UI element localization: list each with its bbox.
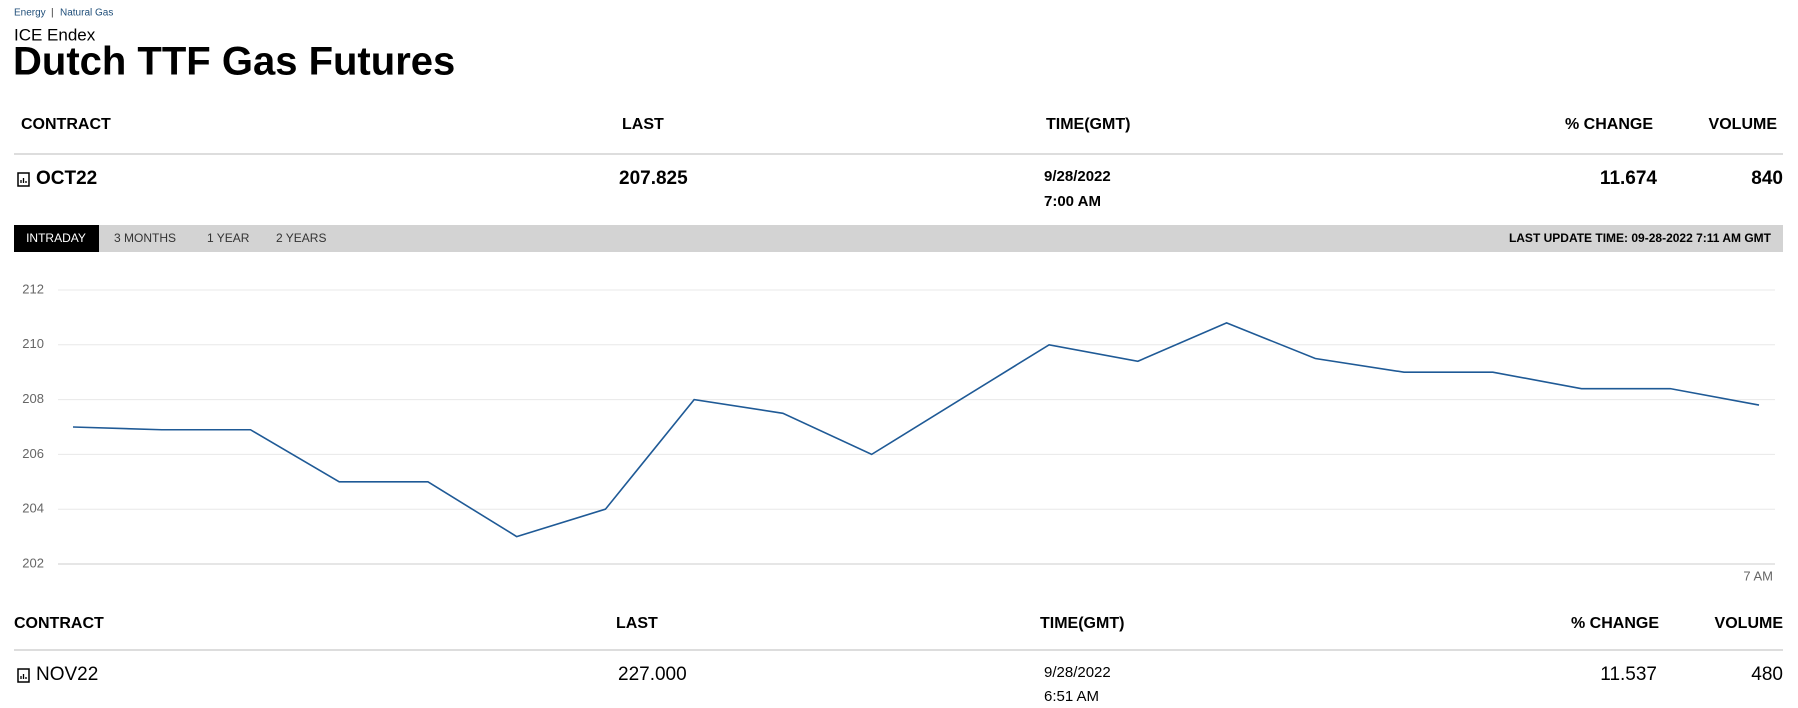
date: 9/28/2022: [1044, 168, 1111, 185]
column-header: TIME(GMT): [1046, 116, 1130, 133]
percent-change: 11.537: [1600, 664, 1657, 685]
contract-name[interactable]: NOV22: [36, 664, 98, 685]
chart-icon: [17, 668, 30, 683]
y-tick-label: 204: [22, 501, 44, 516]
last-price: 227.000: [618, 664, 687, 685]
last-update: LAST UPDATE TIME: 09-28-2022 7:11 AM GMT: [1509, 231, 1772, 245]
breadcrumb-separator: |: [51, 8, 54, 19]
y-tick-label: 202: [22, 555, 44, 570]
date: 9/28/2022: [1044, 664, 1111, 681]
percent-change: 11.674: [1600, 168, 1657, 189]
chart: 202 204 206 208 210 212 7 AM: [22, 281, 1775, 583]
tab[interactable]: 3 MONTHS: [114, 231, 176, 245]
contract-name[interactable]: OCT22: [36, 168, 97, 189]
chart-icon: [17, 172, 30, 187]
column-header: CONTRACT: [21, 116, 111, 133]
y-tick-label: 206: [22, 446, 44, 461]
tab-active[interactable]: [14, 225, 99, 252]
column-header: LAST: [622, 116, 664, 133]
tab[interactable]: 2 YEARS: [276, 231, 326, 245]
volume: 480: [1751, 664, 1783, 685]
last-price: 207.825: [619, 168, 688, 189]
tab-bar: [14, 225, 1783, 252]
exchange: ICE Endex: [14, 25, 96, 44]
tab[interactable]: 1 YEAR: [207, 231, 250, 245]
x-tick-label: 7 AM: [1743, 568, 1773, 583]
volume: 840: [1751, 168, 1783, 189]
y-tick-label: 210: [22, 336, 44, 351]
time: 7:00 AM: [1044, 193, 1101, 210]
column-header: % CHANGE: [1571, 615, 1659, 632]
y-tick-label: 212: [22, 281, 44, 296]
breadcrumb-link[interactable]: Energy: [14, 8, 46, 19]
column-header: % CHANGE: [1565, 116, 1653, 133]
column-header: VOLUME: [1715, 615, 1784, 632]
page-title: Dutch TTF Gas Futures: [13, 40, 455, 84]
breadcrumb-link[interactable]: Natural Gas: [60, 8, 113, 19]
column-header: VOLUME: [1709, 116, 1778, 133]
tab[interactable]: INTRADAY: [26, 231, 86, 245]
column-header: CONTRACT: [14, 615, 104, 632]
column-header: TIME(GMT): [1040, 615, 1124, 632]
column-header: LAST: [616, 615, 658, 632]
time: 6:51 AM: [1044, 688, 1099, 703]
y-tick-label: 208: [22, 391, 44, 406]
line: [72, 322, 1760, 538]
